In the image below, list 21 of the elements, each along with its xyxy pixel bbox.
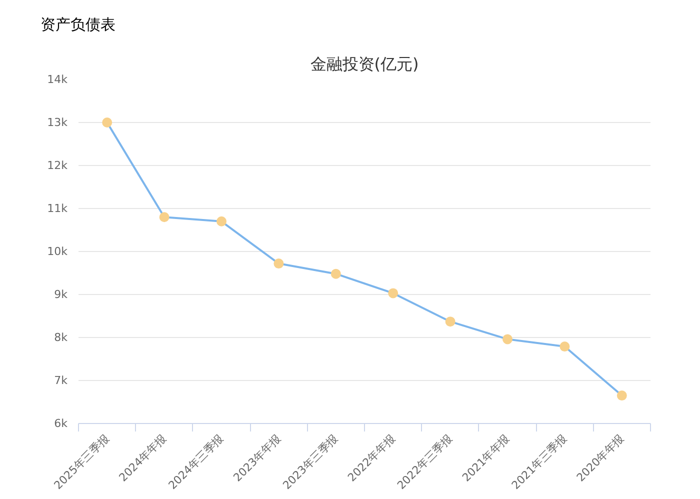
chart-subtitle: 金融投资(亿元) — [310, 54, 419, 74]
y-tick-label: 6k — [54, 417, 68, 430]
y-tick-label: 11k — [47, 202, 68, 215]
point — [502, 334, 512, 344]
point — [274, 258, 284, 269]
y-tick-label: 8k — [54, 331, 68, 344]
point — [216, 216, 226, 226]
point — [445, 316, 456, 327]
point — [560, 342, 570, 352]
chart-title: 资产负债表 — [40, 16, 116, 34]
y-tick-label: 13k — [47, 116, 68, 129]
y-tick-label: 10k — [47, 245, 68, 258]
y-tick-label: 7k — [54, 374, 68, 387]
point — [388, 288, 398, 298]
y-tick-label: 14k — [47, 73, 68, 86]
point — [159, 212, 170, 222]
point — [102, 118, 112, 128]
point — [616, 390, 627, 401]
point — [330, 268, 341, 279]
y-tick-label: 9k — [54, 288, 68, 301]
y-tick-label: 12k — [47, 159, 68, 172]
